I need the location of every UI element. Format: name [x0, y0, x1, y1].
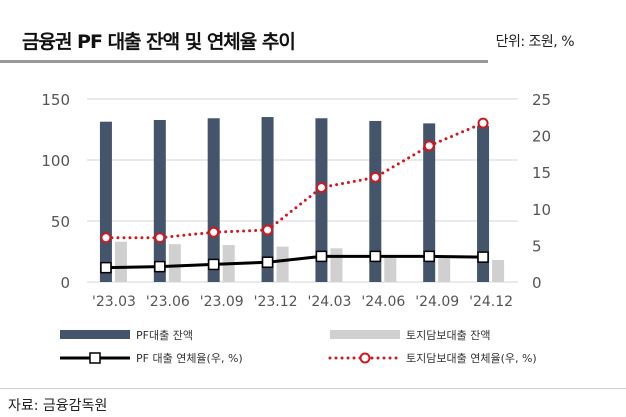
bar-land-balance [330, 248, 343, 282]
pf-delinquency-point [100, 261, 112, 274]
bar-land-balance [438, 258, 451, 282]
bar-land-balance [168, 244, 181, 282]
land-delinquency-point [477, 117, 489, 129]
y-right-tick-label: 0 [532, 274, 542, 292]
source-note: 자료: 금융감독원 [8, 398, 108, 414]
bar-land-balance [114, 241, 127, 282]
footer-divider [0, 388, 626, 389]
land-delinquency-point [262, 224, 274, 236]
land-delinquency-point [100, 232, 112, 244]
x-tick-label: '24.09 [415, 294, 459, 310]
bar-pf-balance [423, 123, 436, 283]
land-delinquency-point [423, 140, 435, 152]
x-tick-label: '23.06 [146, 294, 190, 310]
pf-delinquency-point [207, 258, 220, 271]
bar-pf-balance [99, 121, 112, 282]
legend-label: PF대출 잔액 [136, 329, 193, 342]
legend-swatch [60, 330, 130, 339]
x-tick-label: '23.03 [92, 294, 136, 310]
pf-delinquency-line [104, 254, 485, 270]
bar-land-balance [384, 257, 397, 282]
bar-pf-balance [315, 118, 328, 282]
pf-delinquency-point [423, 250, 435, 263]
y-left-tick-label: 150 [41, 91, 70, 109]
legend-label: 토지담보대출 잔액 [406, 329, 490, 342]
y-left-tick-label: 50 [51, 213, 70, 231]
bar-pf-balance [369, 120, 382, 283]
bar-pf-balance [477, 125, 490, 282]
x-tick-label: '24.06 [361, 294, 405, 310]
legend-swatch [330, 330, 400, 339]
bar-pf-balance [153, 119, 166, 282]
pf-delinquency-point [369, 250, 382, 263]
title-divider [0, 60, 488, 63]
bar-land-balance [492, 260, 505, 282]
y-right-tick-label: 5 [532, 237, 542, 255]
x-tick-label: '23.09 [200, 294, 244, 310]
land-delinquency-point [369, 171, 381, 183]
unit-label: 단위: 조원, % [495, 34, 575, 50]
land-delinquency-point [208, 226, 220, 238]
legend-marker [89, 352, 101, 364]
bar-pf-balance [261, 117, 274, 282]
x-tick-label: '24.03 [307, 294, 351, 310]
land-delinquency-point [154, 232, 166, 244]
y-left-tick-label: 100 [41, 152, 70, 170]
y-right-tick-label: 25 [532, 91, 551, 109]
legend-label: PF 대출 연체율(우, %) [136, 352, 243, 365]
bar-pf-balance [207, 118, 220, 282]
pf-delinquency-point [154, 260, 166, 273]
land-delinquency-point [315, 182, 327, 194]
legend-marker [359, 352, 371, 364]
pf-delinquency-point [477, 251, 489, 263]
legend-label: 토지담보대출 연체율(우, %) [406, 352, 537, 365]
x-tick-label: '24.12 [469, 294, 513, 310]
y-left-tick-label: 0 [60, 274, 70, 292]
pf-delinquency-point [315, 250, 328, 263]
y-right-tick-label: 15 [532, 164, 551, 182]
chart-title: 금융권 PF 대출 잔액 및 연체율 추이 [22, 31, 296, 53]
pf-delinquency-point [261, 256, 274, 268]
chart: 0 50 100 150 0 5 10 15 20 25 '23.03 '23.06 '23.09 '23… [41, 91, 551, 365]
bar-land-balance [276, 246, 289, 282]
y-right-tick-label: 20 [532, 128, 551, 146]
x-tick-label: '23.12 [254, 294, 298, 310]
land-delinquency-line [104, 121, 485, 240]
y-right-tick-label: 10 [532, 201, 551, 219]
